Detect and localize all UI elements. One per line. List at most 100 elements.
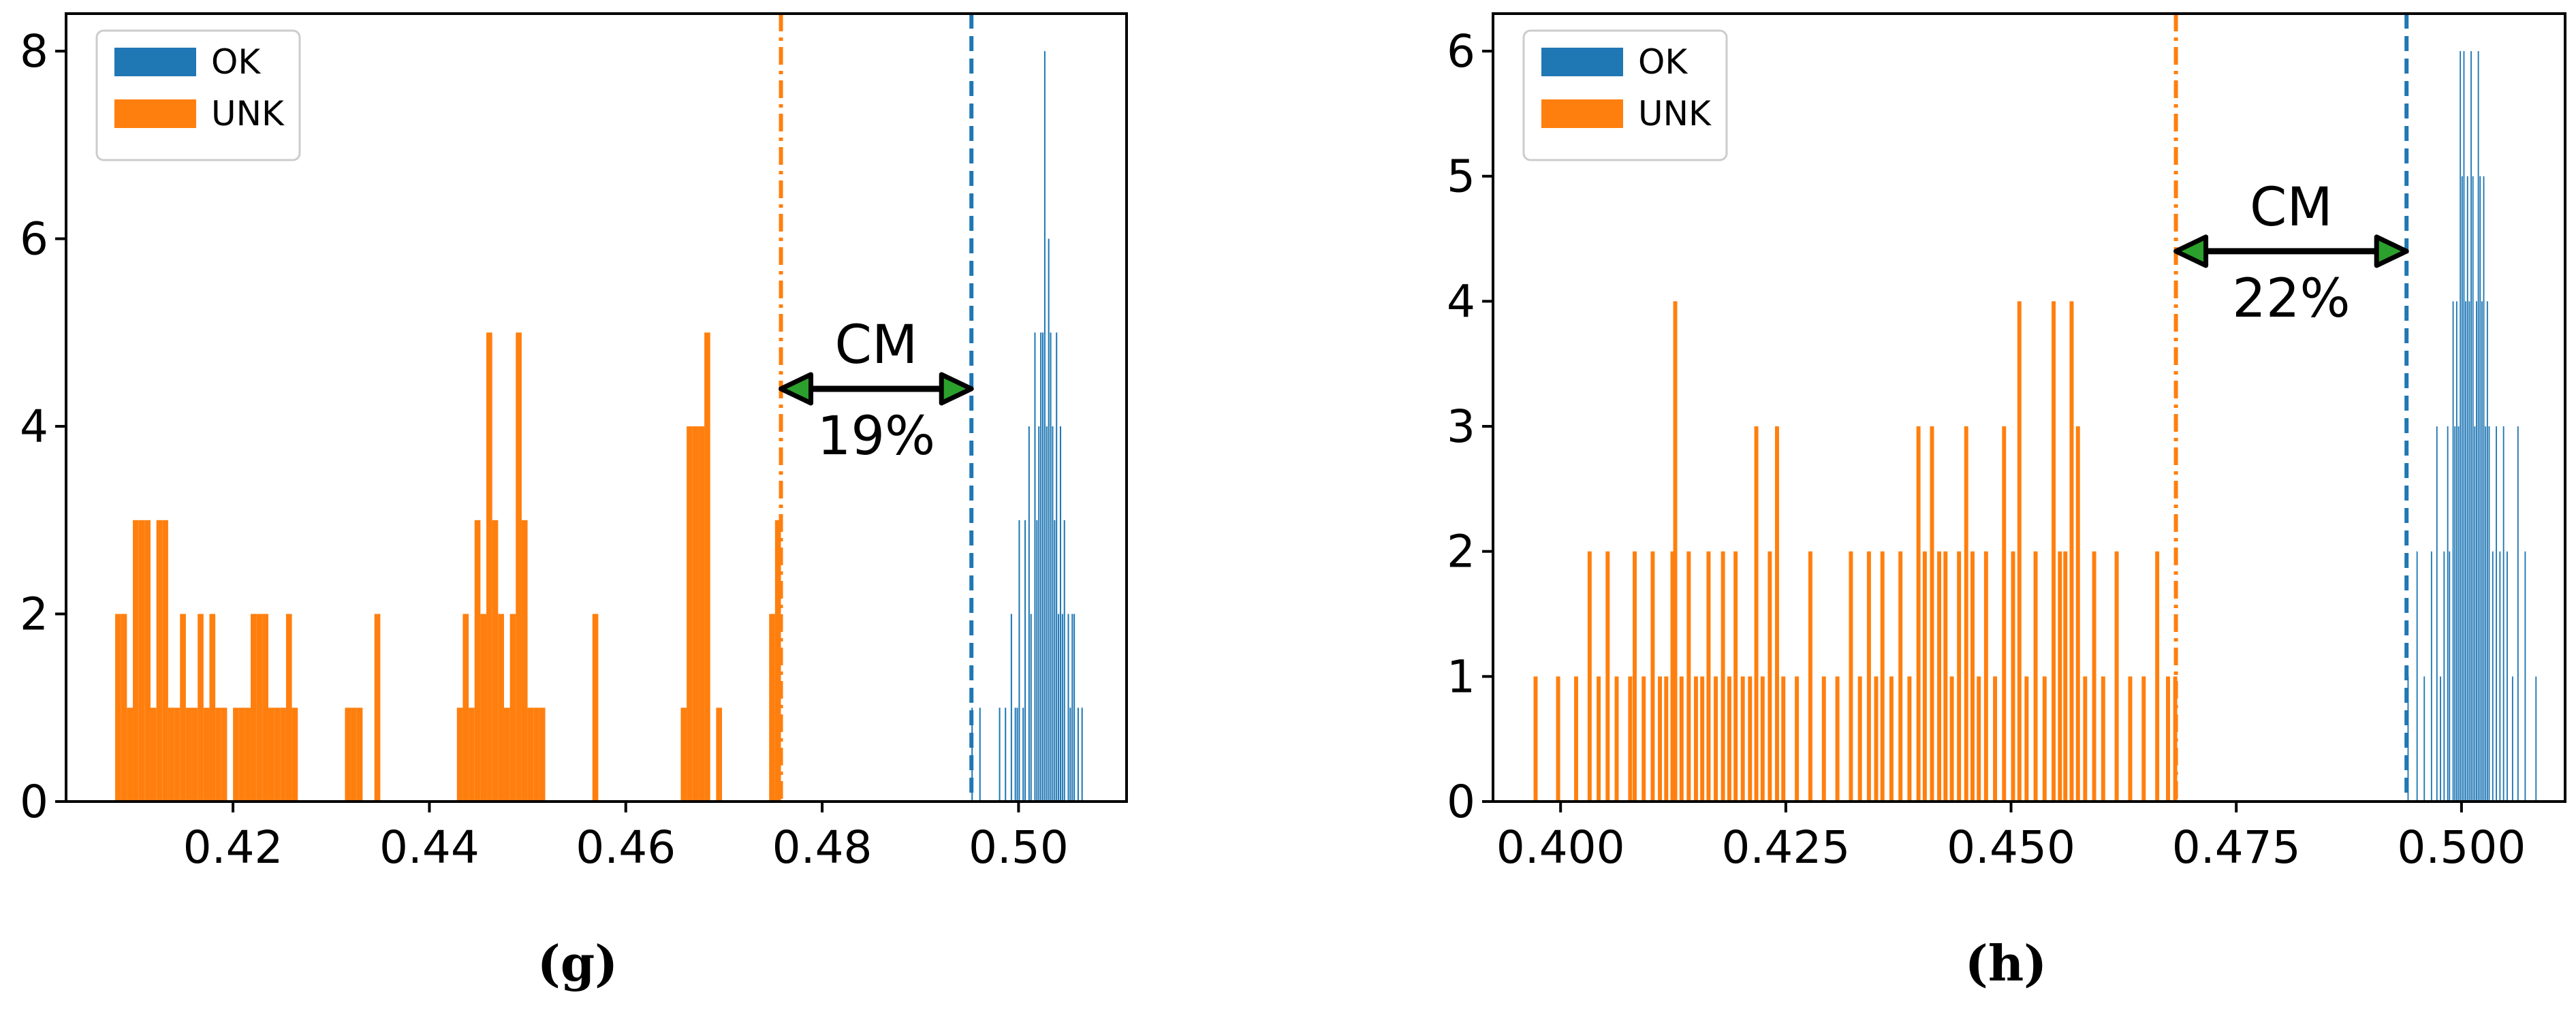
- chart-panel-g: (g) 0.42 0.44 0.46 0.48 0.50 0 2 4 6 8 OK UNK CM 19%: [20, 12, 1128, 992]
- cm-value: 19%: [817, 406, 935, 467]
- histogram-bar-ok: [2466, 176, 2468, 802]
- histogram-bar-unk: [1574, 676, 1578, 802]
- histogram-bar-unk: [698, 426, 705, 802]
- histogram-bar-unk: [1849, 551, 1853, 802]
- cm-arrow-head-right: [939, 372, 974, 406]
- histogram-bar-unk: [503, 708, 510, 802]
- histogram-bar-unk: [280, 708, 286, 802]
- histogram-bar-unk: [687, 426, 693, 802]
- histogram-bar-unk: [127, 708, 133, 802]
- histogram-bar-unk: [2033, 551, 2038, 802]
- histogram-bar-ok: [1048, 238, 1050, 802]
- histogram-bar-ok: [1018, 520, 1020, 802]
- histogram-bar-unk: [121, 614, 127, 802]
- histogram-bar-unk: [2155, 551, 2160, 802]
- histogram-bar-unk: [1670, 551, 1675, 802]
- y-tick-label: 2: [20, 588, 48, 641]
- histogram-bar-unk: [527, 708, 534, 802]
- histogram-bar-ok: [1030, 614, 1032, 802]
- histogram-bar-ok: [2468, 301, 2470, 802]
- histogram-bar-unk: [1898, 551, 1903, 802]
- histogram-bar-ok: [1046, 426, 1048, 802]
- histogram-bar-unk: [1556, 676, 1560, 802]
- histogram-bar-unk: [191, 708, 198, 802]
- cm-value: 22%: [2232, 268, 2350, 330]
- histogram-bar-ok: [2488, 426, 2490, 802]
- histogram-bar-unk: [2058, 551, 2062, 802]
- histogram-bar-ok: [1081, 708, 1083, 802]
- histogram-bar-unk: [2002, 426, 2007, 802]
- histogram-bar-unk: [2017, 301, 2022, 802]
- histogram-bar-ok: [2517, 426, 2519, 802]
- legend-label-unk: UNK: [211, 94, 285, 133]
- histogram-bar-ok: [1056, 332, 1058, 802]
- histogram-bar-unk: [480, 614, 487, 802]
- x-tick-label: 0.475: [2172, 821, 2301, 874]
- histogram-bar-ok: [2416, 551, 2418, 802]
- histogram-bar-ok: [1077, 708, 1079, 802]
- histogram-bar-unk: [1835, 676, 1840, 802]
- histogram-bar-unk: [233, 708, 239, 802]
- histogram-bar-unk: [516, 332, 522, 802]
- histogram-bar-ok: [1061, 614, 1063, 802]
- histogram-bar-ok: [2476, 301, 2477, 802]
- histogram-bar-unk: [539, 708, 546, 802]
- histogram-bar-ok: [1005, 708, 1007, 802]
- histogram-bar-unk: [1533, 676, 1538, 802]
- histogram-bar-ok: [2465, 301, 2467, 802]
- legend: OK UNK: [1522, 29, 1728, 161]
- histogram-bar-unk: [774, 520, 781, 802]
- histogram-bar-unk: [150, 708, 157, 802]
- histogram-bar-ok: [2524, 551, 2526, 802]
- histogram-bar-unk: [221, 708, 227, 802]
- plot-frame: [65, 12, 1128, 803]
- histogram-bar-unk: [351, 708, 357, 802]
- histogram-bar-unk: [1983, 551, 1988, 802]
- histogram-bar-ok: [2472, 176, 2474, 802]
- histogram-bar-ok: [1014, 708, 1016, 802]
- histogram-bar-unk: [2042, 676, 2047, 802]
- histogram-bar-unk: [1775, 426, 1779, 802]
- histogram-bar-unk: [1700, 676, 1705, 802]
- histogram-bar-unk: [185, 708, 192, 802]
- histogram-bar-ok: [2452, 301, 2454, 802]
- histogram-bar-ok: [1022, 708, 1024, 802]
- legend: OK UNK: [95, 29, 301, 161]
- histogram-bar-ok: [1024, 520, 1026, 802]
- histogram-bar-ok: [2440, 676, 2441, 802]
- histogram-bar-unk: [498, 614, 504, 802]
- histogram-bar-unk: [1857, 676, 1862, 802]
- histogram-bar-ok: [999, 708, 1001, 802]
- histogram-bar-unk: [680, 708, 687, 802]
- histogram-bar-ok: [2483, 176, 2485, 802]
- histogram-bar-unk: [1706, 551, 1711, 802]
- histogram-bar-unk: [174, 708, 180, 802]
- legend-swatch-unk: [114, 99, 196, 128]
- histogram-bar-unk: [533, 708, 539, 802]
- histogram-bar-unk: [1614, 676, 1619, 802]
- y-tick-label: 2: [1447, 526, 1475, 578]
- histogram-bar-unk: [1916, 426, 1921, 802]
- y-tick-label: 4: [1447, 275, 1475, 328]
- histogram-bar-unk: [2166, 676, 2170, 802]
- histogram-bar-ok: [2511, 676, 2513, 802]
- histogram-bar-ok: [2479, 176, 2481, 802]
- histogram-bar-ok: [1071, 614, 1073, 802]
- histogram-bar-ok: [2485, 426, 2487, 802]
- histogram-bar-unk: [180, 614, 186, 802]
- cm-arrow-head-left: [2173, 234, 2209, 268]
- histogram-bar-unk: [456, 708, 463, 802]
- histogram-bar-ok: [1028, 426, 1030, 802]
- histogram-bar-unk: [133, 520, 139, 802]
- histogram-bar-ok: [1036, 520, 1038, 802]
- histogram-bar-unk: [156, 520, 163, 802]
- chart-panel-h: (h) 0.400 0.425 0.450 0.475 0.500 0 1 2 3 4 5 6 OK UN…: [1447, 12, 2566, 992]
- histogram-bar-ok: [1038, 426, 1040, 802]
- histogram-bar-unk: [374, 614, 381, 802]
- histogram-bar-ok: [2502, 426, 2504, 802]
- x-tick-label: 0.450: [1947, 821, 2075, 874]
- histogram-bar-unk: [2083, 676, 2088, 802]
- histogram-bar-unk: [2063, 551, 2068, 802]
- histogram-bar-unk: [1748, 676, 1753, 802]
